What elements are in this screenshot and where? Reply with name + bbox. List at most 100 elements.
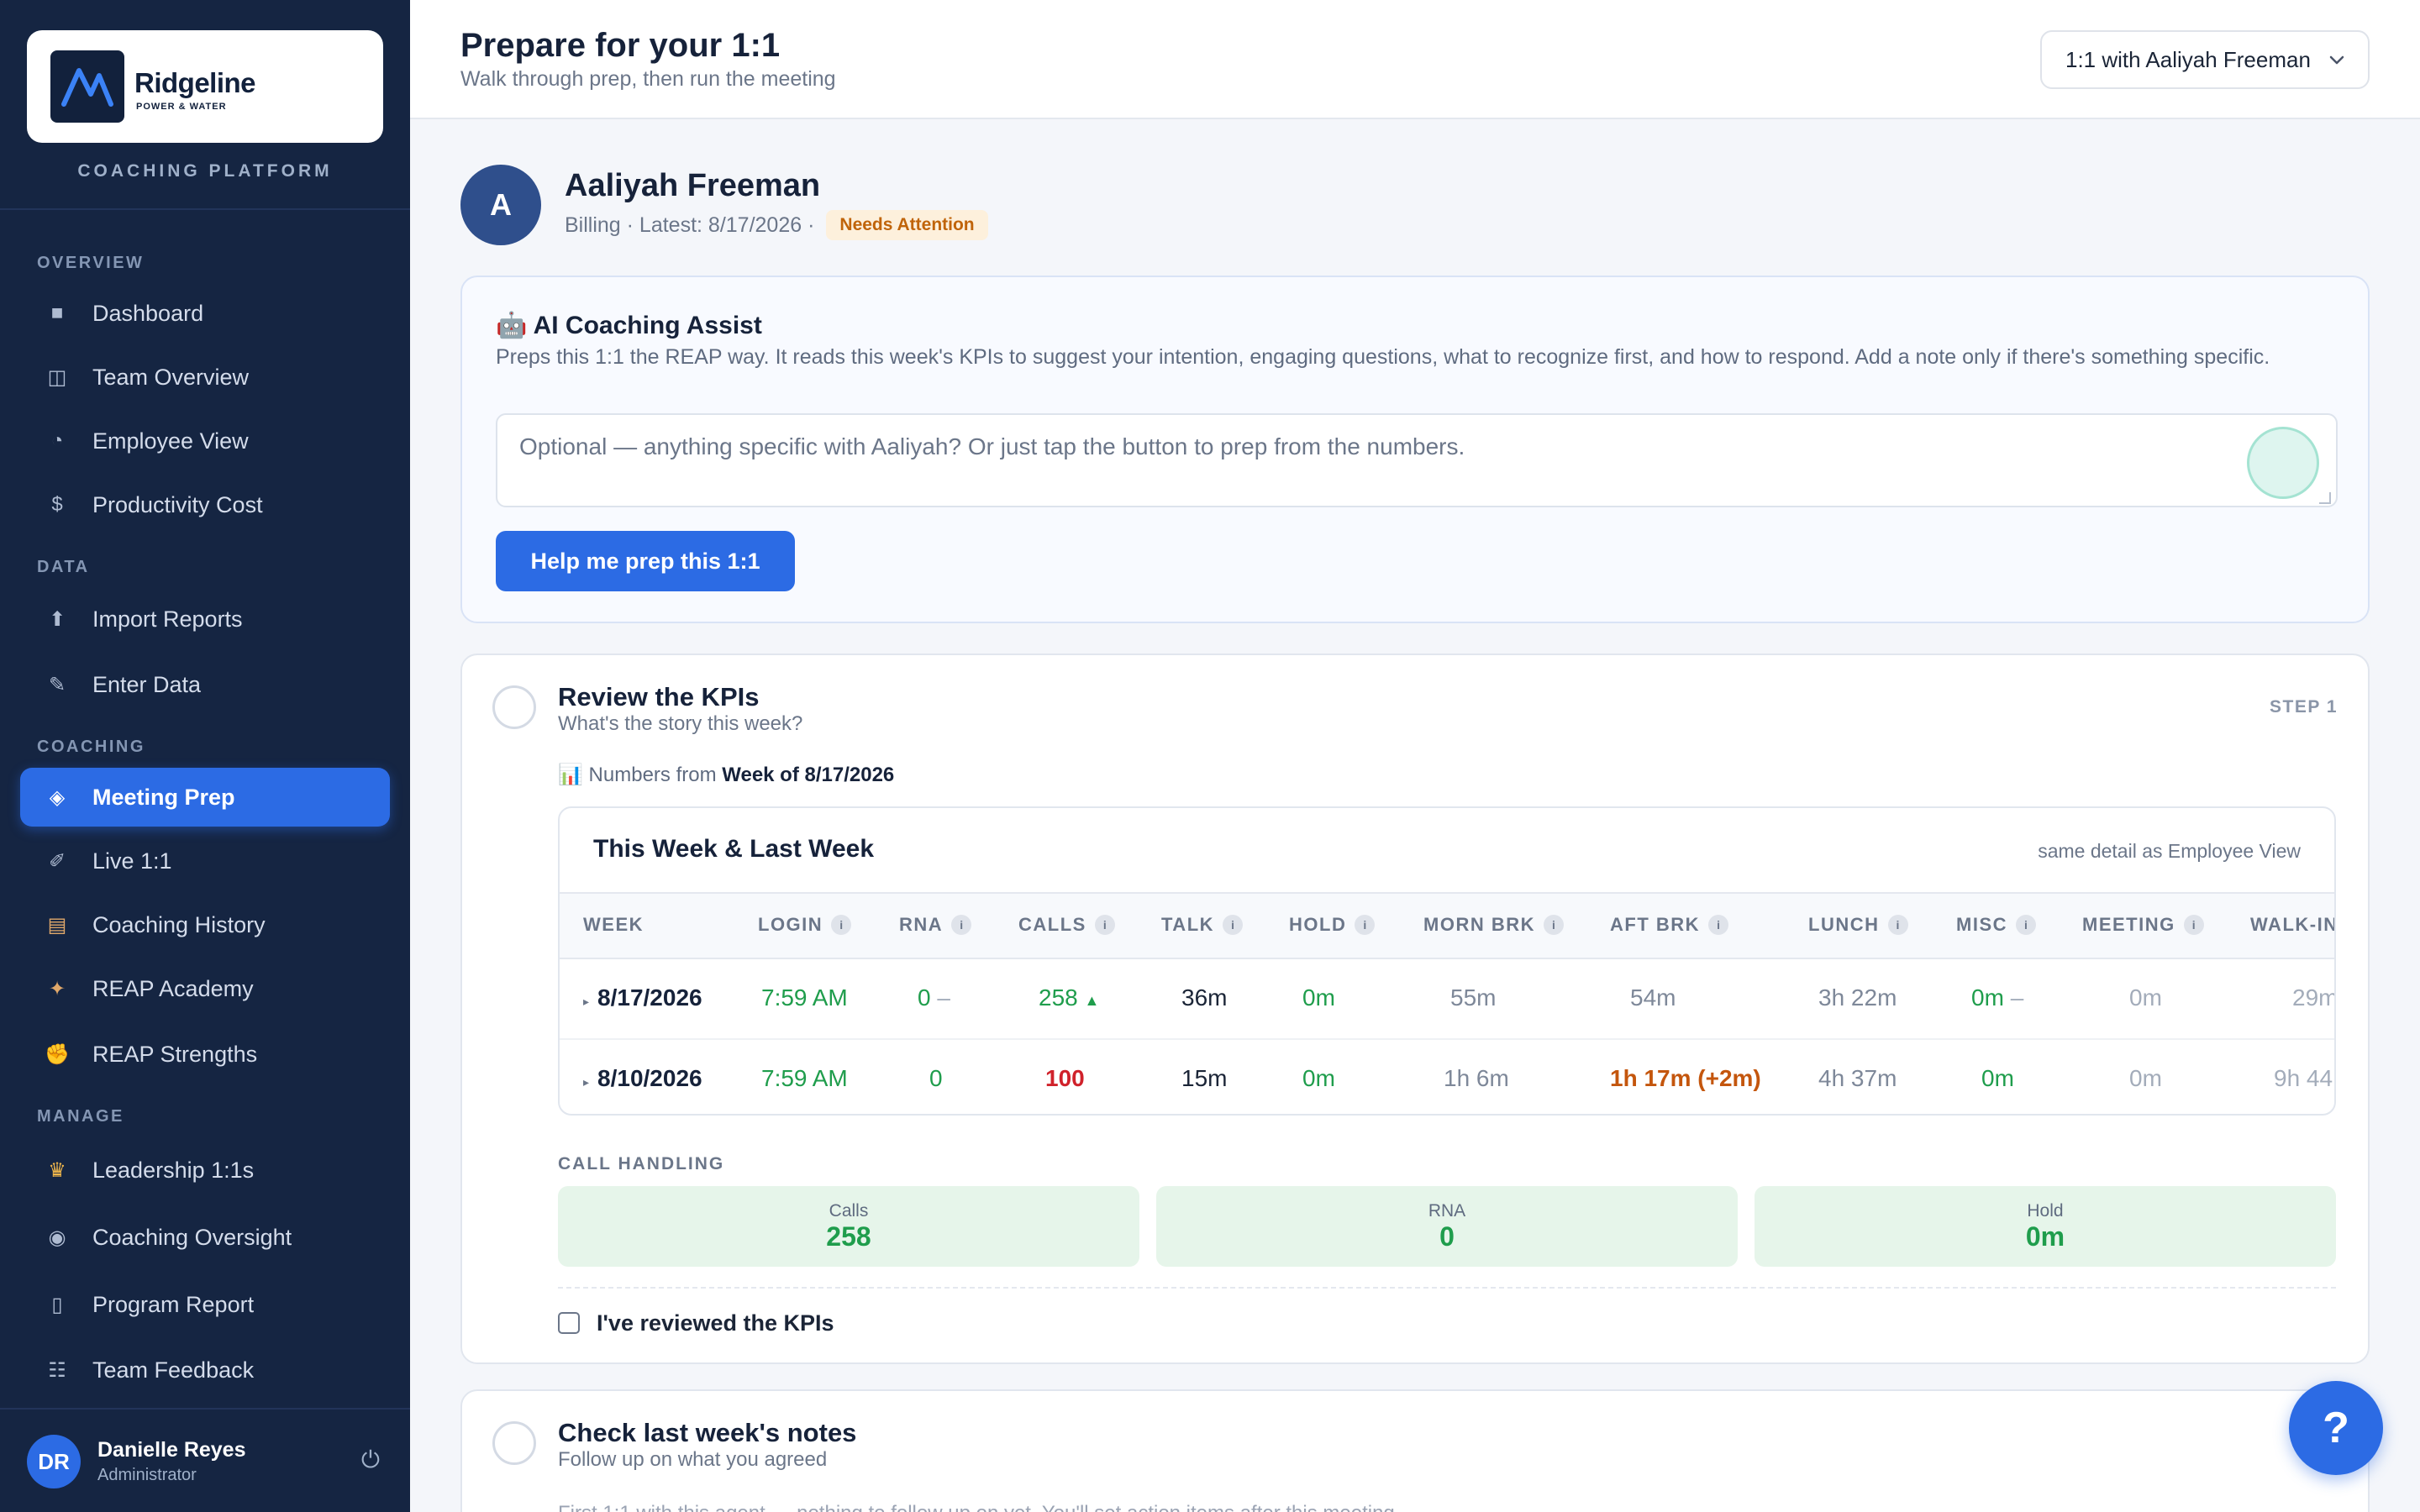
sidebar-item-team-feedback[interactable]: ☷ Team Feedback bbox=[20, 1341, 390, 1399]
column-header-misc: MISC i bbox=[1956, 914, 2036, 936]
login-cell: 7:59 AM bbox=[761, 984, 848, 1011]
week-cell: ▸ 8/17/2026 bbox=[583, 984, 702, 1011]
sidebar-item-enter-data[interactable]: ✎ Enter Data bbox=[20, 655, 390, 714]
info-icon[interactable]: i bbox=[1544, 915, 1564, 935]
meeting-select[interactable]: 1:1 with Aaliyah Freeman bbox=[2040, 30, 2370, 89]
info-icon[interactable]: i bbox=[1708, 915, 1729, 935]
sidebar-item-reap-strengths[interactable]: ✊ REAP Strengths bbox=[20, 1025, 390, 1084]
sidebar-item-leadership-1-1s[interactable]: ♛ Leadership 1:1s bbox=[20, 1141, 390, 1200]
sidebar-item-label: REAP Academy bbox=[92, 975, 254, 1001]
sidebar-item-employee-view[interactable]: ◔ Employee View bbox=[20, 412, 390, 470]
expand-arrow-icon[interactable]: ▸ bbox=[583, 1075, 590, 1089]
kpi-table-header: WEEK LOGIN i RNA i CALLS i TALK i HOLD i MORN… bbox=[560, 892, 2334, 959]
sidebar-item-label: Leadership 1:1s bbox=[92, 1157, 255, 1183]
tile-label: Hold bbox=[2027, 1201, 2064, 1221]
info-icon[interactable]: i bbox=[1223, 915, 1244, 935]
ai-note-input[interactable] bbox=[496, 413, 2338, 507]
column-header-lunch: LUNCH i bbox=[1808, 914, 1908, 936]
info-icon[interactable]: i bbox=[1355, 915, 1376, 935]
column-header-meeting: MEETING i bbox=[2082, 914, 2204, 936]
sidebar-item-coaching-oversight[interactable]: ◉ Coaching Oversight bbox=[20, 1208, 390, 1267]
sidebar: Ridgeline POWER & WATER COACHING PLATFOR… bbox=[0, 0, 410, 1512]
brand-name: Ridgeline bbox=[134, 67, 256, 98]
reviewed-kpis-checkbox[interactable] bbox=[558, 1312, 580, 1334]
calls-cell: 258 ▲ bbox=[1039, 984, 1100, 1011]
columns-icon: ◫ bbox=[47, 365, 67, 389]
power-icon[interactable]: ⏻ bbox=[360, 1446, 381, 1473]
brand-logo[interactable]: Ridgeline POWER & WATER bbox=[27, 30, 383, 143]
morn-brk-cell: 55m bbox=[1450, 984, 1497, 1011]
sidebar-item-label: Program Report bbox=[92, 1291, 255, 1317]
meeting-cell: 0m bbox=[2129, 984, 2162, 1011]
resize-handle-icon[interactable] bbox=[2319, 492, 2331, 504]
kpi-tile-rna: RNA 0 bbox=[1156, 1186, 1738, 1267]
info-icon[interactable]: i bbox=[2183, 915, 2204, 935]
expand-arrow-icon[interactable]: ▸ bbox=[583, 995, 590, 1008]
voice-input-icon[interactable] bbox=[2247, 427, 2319, 499]
numbers-from-week: Week of 8/17/2026 bbox=[722, 764, 895, 786]
sidebar-item-label: Meeting Prep bbox=[92, 784, 235, 810]
sidebar-item-live-1-1[interactable]: ✐ Live 1:1 bbox=[20, 832, 390, 890]
tile-label: Calls bbox=[829, 1201, 869, 1221]
step-title: Check last week's notes bbox=[558, 1418, 857, 1447]
step-number: STEP 1 bbox=[2270, 697, 2338, 717]
info-icon[interactable]: i bbox=[1887, 915, 1908, 935]
hold-cell: 0m bbox=[1302, 1065, 1335, 1091]
lunch-cell: 3h 22m bbox=[1818, 984, 1897, 1011]
ai-card-title: 🤖 AI Coaching Assist bbox=[496, 312, 762, 339]
info-icon[interactable]: i bbox=[2016, 915, 2036, 935]
call-handling-label: CALL HANDLING bbox=[558, 1154, 725, 1173]
sidebar-item-dashboard[interactable]: ■ Dashboard bbox=[20, 284, 390, 343]
aft-brk-cell: 54m bbox=[1630, 984, 1676, 1011]
step-review-kpis: Review the KPIs What's the story this we… bbox=[460, 654, 2370, 1364]
user-avatar[interactable]: DR bbox=[27, 1435, 81, 1488]
walk-in-cell: 9h 44 bbox=[2274, 1065, 2333, 1091]
sidebar-item-label: Team Overview bbox=[92, 364, 250, 390]
brand-tagline: POWER & WATER bbox=[136, 102, 227, 112]
platform-label: COACHING PLATFORM bbox=[77, 161, 333, 181]
sidebar-item-label: Productivity Cost bbox=[92, 491, 263, 517]
help-button[interactable]: ? bbox=[2289, 1381, 2383, 1475]
column-header-login: LOGIN i bbox=[758, 914, 852, 936]
info-icon[interactable]: i bbox=[951, 915, 972, 935]
sidebar-item-coaching-history[interactable]: ▤ Coaching History bbox=[20, 895, 390, 954]
sidebar-item-label: Live 1:1 bbox=[92, 848, 172, 874]
sidebar-item-import-reports[interactable]: ⬆ Import Reports bbox=[20, 590, 390, 648]
meeting-cell: 0m bbox=[2129, 1065, 2162, 1091]
flexed-arm-icon: ✊ bbox=[45, 1042, 70, 1066]
crown-icon: ♛ bbox=[48, 1158, 66, 1182]
user-name: Danielle Reyes bbox=[97, 1438, 246, 1462]
trend-flat-icon: – bbox=[937, 984, 950, 1011]
step-check-notes: Check last week's notes Follow up on wha… bbox=[460, 1389, 2370, 1512]
step-notes-text: First 1:1 with this agent — nothing to f… bbox=[558, 1502, 1400, 1512]
sidebar-item-label: Import Reports bbox=[92, 606, 243, 632]
prep-button[interactable]: Help me prep this 1:1 bbox=[496, 531, 795, 591]
reviewed-kpis-label[interactable]: I've reviewed the KPIs bbox=[597, 1310, 834, 1336]
sidebar-item-program-report[interactable]: ▯ Program Report bbox=[20, 1275, 390, 1334]
kpi-tile-calls: Calls 258 bbox=[558, 1186, 1139, 1267]
step-complete-toggle[interactable] bbox=[492, 685, 536, 729]
talk-cell: 36m bbox=[1181, 984, 1228, 1011]
pencil-icon: ✎ bbox=[48, 673, 66, 696]
column-header-talk: TALK i bbox=[1161, 914, 1244, 936]
sidebar-item-team-overview[interactable]: ◫ Team Overview bbox=[20, 348, 390, 407]
sidebar-item-productivity-cost[interactable]: $ Productivity Cost bbox=[20, 475, 390, 534]
sidebar-item-reap-academy[interactable]: ✦ REAP Academy bbox=[20, 959, 390, 1018]
numbers-from: 📊 Numbers from Week of 8/17/2026 bbox=[558, 763, 894, 787]
sidebar-item-meeting-prep[interactable]: ◈ Meeting Prep bbox=[20, 768, 390, 827]
graduation-cap-icon: ✦ bbox=[48, 977, 66, 1000]
info-icon[interactable]: i bbox=[831, 915, 852, 935]
employee-avatar: A bbox=[460, 165, 541, 245]
employee-name: Aaliyah Freeman bbox=[565, 168, 821, 203]
calls-cell: 100 bbox=[1045, 1065, 1085, 1091]
table-row[interactable]: ▸ 8/10/2026 7:59 AM 0 100 15m 0m 1h 6m 1h… bbox=[560, 1038, 2334, 1114]
section-label-coaching: COACHING bbox=[37, 738, 145, 756]
kpi-table: This Week & Last Week same detail as Emp… bbox=[558, 806, 2336, 1116]
mountain-logo-icon bbox=[50, 50, 124, 123]
trend-up-icon: ▲ bbox=[1084, 992, 1100, 1009]
table-row[interactable]: ▸ 8/17/2026 7:59 AM 0 – 258 ▲ 36m 0m 55m … bbox=[560, 959, 2336, 1038]
walk-in-cell: 29m bbox=[2292, 984, 2336, 1011]
step-complete-toggle[interactable] bbox=[492, 1421, 536, 1465]
sidebar-item-label: Coaching Oversight bbox=[92, 1224, 292, 1250]
info-icon[interactable]: i bbox=[1094, 915, 1115, 935]
